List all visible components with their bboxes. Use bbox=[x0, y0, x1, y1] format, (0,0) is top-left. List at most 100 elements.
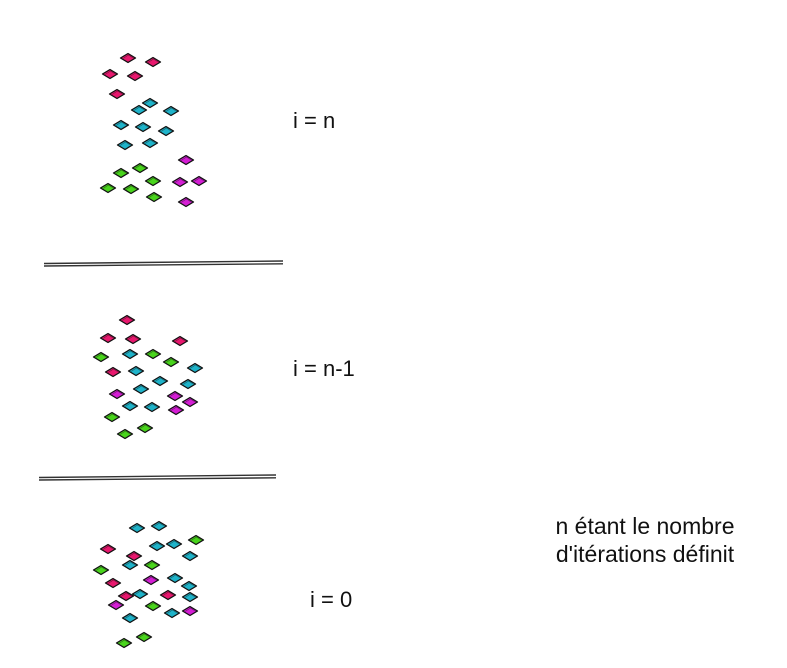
particle-sketch-stroke bbox=[170, 406, 182, 411]
particle-sketch-stroke bbox=[168, 540, 180, 545]
particle-green-icon bbox=[112, 167, 130, 179]
particle-sketch-stroke bbox=[184, 552, 196, 557]
particle-sketch-stroke bbox=[180, 156, 192, 161]
particle-green-icon bbox=[162, 356, 180, 368]
particle-cyan-icon bbox=[181, 591, 199, 603]
particle-cyan-icon bbox=[121, 348, 139, 360]
particle-cyan-icon bbox=[150, 520, 168, 532]
level-label-n: i = n bbox=[293, 108, 336, 133]
particle-sketch-stroke bbox=[110, 601, 122, 606]
particle-sketch-stroke bbox=[122, 54, 134, 59]
particle-sketch-stroke bbox=[128, 552, 140, 557]
particle-pink-icon bbox=[108, 88, 126, 100]
particle-cyan-icon bbox=[141, 97, 159, 109]
particle-sketch-stroke bbox=[102, 334, 114, 339]
particle-pink-icon bbox=[99, 332, 117, 344]
particle-sketch-stroke bbox=[169, 392, 181, 397]
particle-magenta-icon bbox=[167, 404, 185, 416]
particle-green-icon bbox=[92, 564, 110, 576]
particle-sketch-stroke bbox=[193, 177, 205, 182]
particle-sketch-stroke bbox=[124, 402, 136, 407]
particle-cyan-icon bbox=[132, 383, 150, 395]
particle-sketch-stroke bbox=[147, 350, 159, 355]
separator-top bbox=[43, 260, 284, 267]
particle-sketch-stroke bbox=[124, 614, 136, 619]
particle-green-icon bbox=[103, 411, 121, 423]
particle-cyan-icon bbox=[112, 119, 130, 131]
particle-sketch-stroke bbox=[180, 198, 192, 203]
particle-magenta-icon bbox=[166, 390, 184, 402]
particle-sketch-stroke bbox=[165, 358, 177, 363]
particle-green-icon bbox=[92, 351, 110, 363]
particle-sketch-stroke bbox=[162, 591, 174, 596]
particle-pink-icon bbox=[104, 366, 122, 378]
particle-green-icon bbox=[99, 182, 117, 194]
particle-sketch-stroke bbox=[134, 164, 146, 169]
particle-sketch-stroke bbox=[174, 337, 186, 342]
particle-sketch-stroke bbox=[139, 424, 151, 429]
particle-sketch-stroke bbox=[174, 178, 186, 183]
particle-pink-icon bbox=[124, 333, 142, 345]
particle-green-icon bbox=[116, 428, 134, 440]
particle-pink-icon bbox=[171, 335, 189, 347]
particle-cyan-icon bbox=[163, 607, 181, 619]
particle-cluster-n-1 bbox=[92, 314, 204, 440]
note-line-1: n étant le nombre bbox=[555, 513, 735, 539]
particle-pink-icon bbox=[119, 52, 137, 64]
particle-sketch-stroke bbox=[184, 593, 196, 598]
particle-sketch-stroke bbox=[121, 316, 133, 321]
particle-sketch-stroke bbox=[147, 602, 159, 607]
particle-sketch-stroke bbox=[106, 413, 118, 418]
particle-sketch-stroke bbox=[131, 524, 143, 529]
particle-sketch-stroke bbox=[111, 390, 123, 395]
particle-green-icon bbox=[143, 559, 161, 571]
particle-green-icon bbox=[187, 534, 205, 546]
particle-sketch-stroke bbox=[183, 582, 195, 587]
level-label-0: i = 0 bbox=[310, 587, 353, 612]
particle-sketch-stroke bbox=[182, 380, 194, 385]
particle-sketch-stroke bbox=[151, 542, 163, 547]
particle-pink-icon bbox=[104, 577, 122, 589]
particle-cyan-icon bbox=[121, 612, 139, 624]
particle-cyan-icon bbox=[186, 362, 204, 374]
particle-cyan-icon bbox=[179, 378, 197, 390]
particle-sketch-stroke bbox=[102, 184, 114, 189]
particle-magenta-icon bbox=[190, 175, 208, 187]
particle-sketch-stroke bbox=[146, 561, 158, 566]
particle-magenta-icon bbox=[108, 388, 126, 400]
particle-green-icon bbox=[135, 631, 153, 643]
particle-pink-icon bbox=[99, 543, 117, 555]
particle-cyan-icon bbox=[131, 588, 149, 600]
particle-cyan-icon bbox=[151, 375, 169, 387]
particle-sketch-stroke bbox=[120, 592, 132, 597]
particle-sketch-stroke bbox=[184, 398, 196, 403]
particle-sketch-stroke bbox=[104, 70, 116, 75]
particle-sketch-stroke bbox=[145, 576, 157, 581]
separator-bottom bbox=[38, 474, 277, 481]
particle-sketch-stroke bbox=[166, 609, 178, 614]
particle-pink-icon bbox=[118, 314, 136, 326]
particle-cyan-icon bbox=[165, 538, 183, 550]
particle-magenta-icon bbox=[107, 599, 125, 611]
particle-cyan-icon bbox=[162, 105, 180, 117]
particle-pink-icon bbox=[144, 56, 162, 68]
particle-sketch-stroke bbox=[133, 106, 145, 111]
particle-sketch-stroke bbox=[118, 639, 130, 644]
particle-magenta-icon bbox=[177, 154, 195, 166]
particle-sketch-stroke bbox=[144, 139, 156, 144]
particle-sketch-stroke bbox=[190, 536, 202, 541]
particle-sketch-stroke bbox=[124, 561, 136, 566]
particle-pink-icon bbox=[101, 68, 119, 80]
particle-sketch-stroke bbox=[135, 385, 147, 390]
particle-cyan-icon bbox=[116, 139, 134, 151]
particle-green-icon bbox=[115, 637, 133, 649]
particle-green-icon bbox=[136, 422, 154, 434]
particle-sketch-stroke bbox=[119, 430, 131, 435]
particle-sketch-stroke bbox=[153, 522, 165, 527]
particle-green-icon bbox=[144, 600, 162, 612]
particle-sketch-stroke bbox=[124, 350, 136, 355]
particle-cyan-icon bbox=[141, 137, 159, 149]
particle-pink-icon bbox=[126, 70, 144, 82]
particle-sketch-stroke bbox=[115, 169, 127, 174]
particle-cyan-icon bbox=[121, 559, 139, 571]
